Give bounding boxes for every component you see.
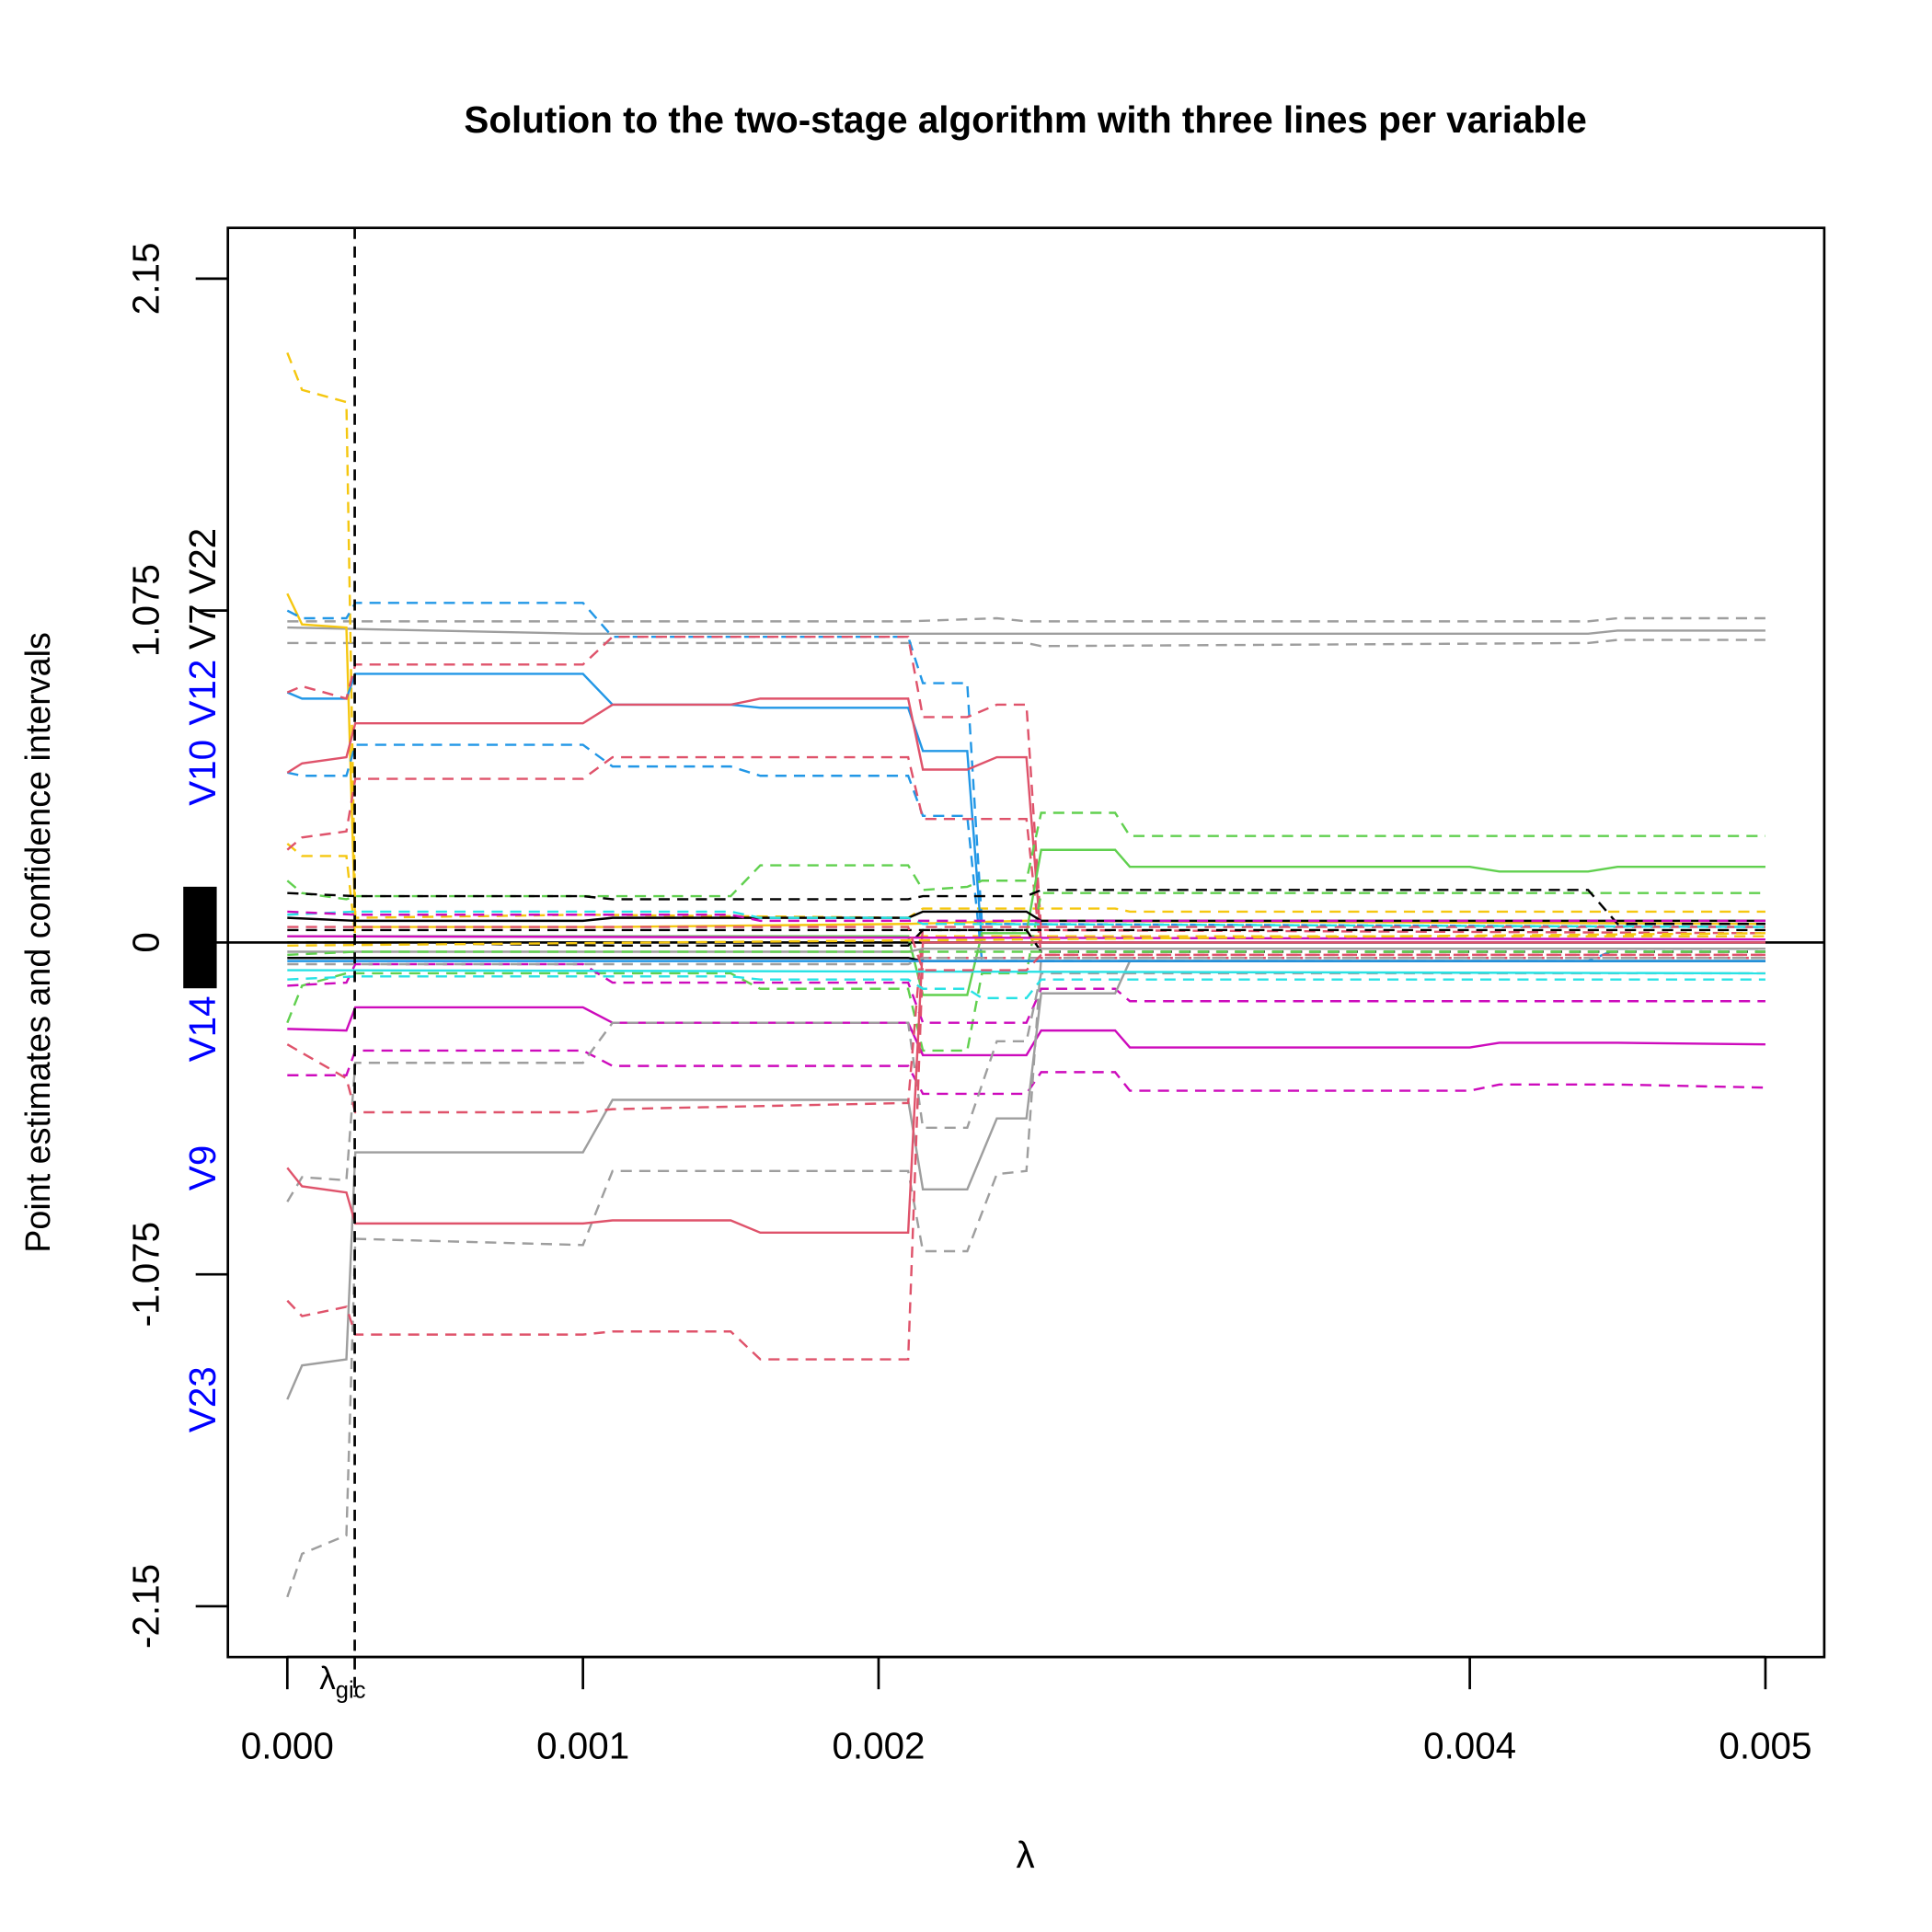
series-line-3-estimate [286,592,1765,928]
series-line-2-ci [287,638,1765,648]
series-line-29-estimate [287,947,1765,953]
variable-label-v9: V9 [181,1145,224,1190]
series-line-14-ci [286,891,1765,1052]
variable-labels: V22 V7 V12 V10 V14 V9 V23 [181,528,224,1432]
x-axis-label: λ [1017,1834,1035,1876]
x-tick-label: 0.001 [536,1725,629,1767]
series-line-39-ci [287,926,1765,972]
y-tick-label: 2.15 [124,243,167,316]
series-line-38-ci [287,950,1765,957]
series-line-25-ci [287,889,1765,926]
variable-label-v7: V7 [181,604,224,649]
overlapping-labels-cluster [183,886,217,989]
x-tick-label: 0.004 [1423,1725,1516,1767]
series-line-19-ci [286,972,1765,1202]
series-line-15-estimate [287,1006,1765,1057]
series-line-4-ci [286,351,1765,919]
series-line-21-estimate [286,941,1765,1235]
variable-label-v23: V23 [181,1366,224,1432]
series-line-7-ci [286,602,1765,928]
variable-label-v14: V14 [181,995,224,1062]
series-line-33-ci [287,910,1765,928]
series-line-16-ci [287,962,1765,1024]
series-line-1-ci [287,616,1765,623]
series-line-35-ci [287,910,1765,923]
series-line-13-ci [286,811,1765,901]
y-tick-label: 0 [124,932,167,952]
series-line-10-ci [286,635,1765,935]
series-line-23-ci [286,957,1765,1361]
chart-title: Solution to the two-stage algorithm with… [464,98,1586,141]
series-line-0-estimate [287,626,1765,636]
series-line-36-estimate [287,935,1765,941]
series-line-32-estimate [287,969,1765,975]
x-tick-label: 0.000 [241,1725,334,1767]
variable-label-v22: V22 [181,528,224,594]
series-line-12-estimate [287,848,1765,996]
series-layer [227,351,1824,1598]
series-line-9-estimate [286,697,1765,944]
variable-label-v12: V12 [181,660,224,726]
y-tick-label: -2.15 [124,1564,167,1649]
y-axis-label: Point estimates and confidence intervals [18,632,57,1253]
y-tick-label: 1.075 [124,564,167,657]
series-line-31-ci [287,975,1765,1000]
series-line-22-ci [286,926,1765,1114]
variable-label-v10: V10 [181,740,224,806]
series-line-37-ci [287,932,1765,947]
y-tick-label: -1.075 [124,1222,167,1327]
series-line-20-ci [286,957,1765,1598]
x-tick-label: 0.005 [1719,1725,1811,1767]
x-tick-label: 0.002 [832,1725,925,1767]
series-line-11-ci [286,755,1765,957]
